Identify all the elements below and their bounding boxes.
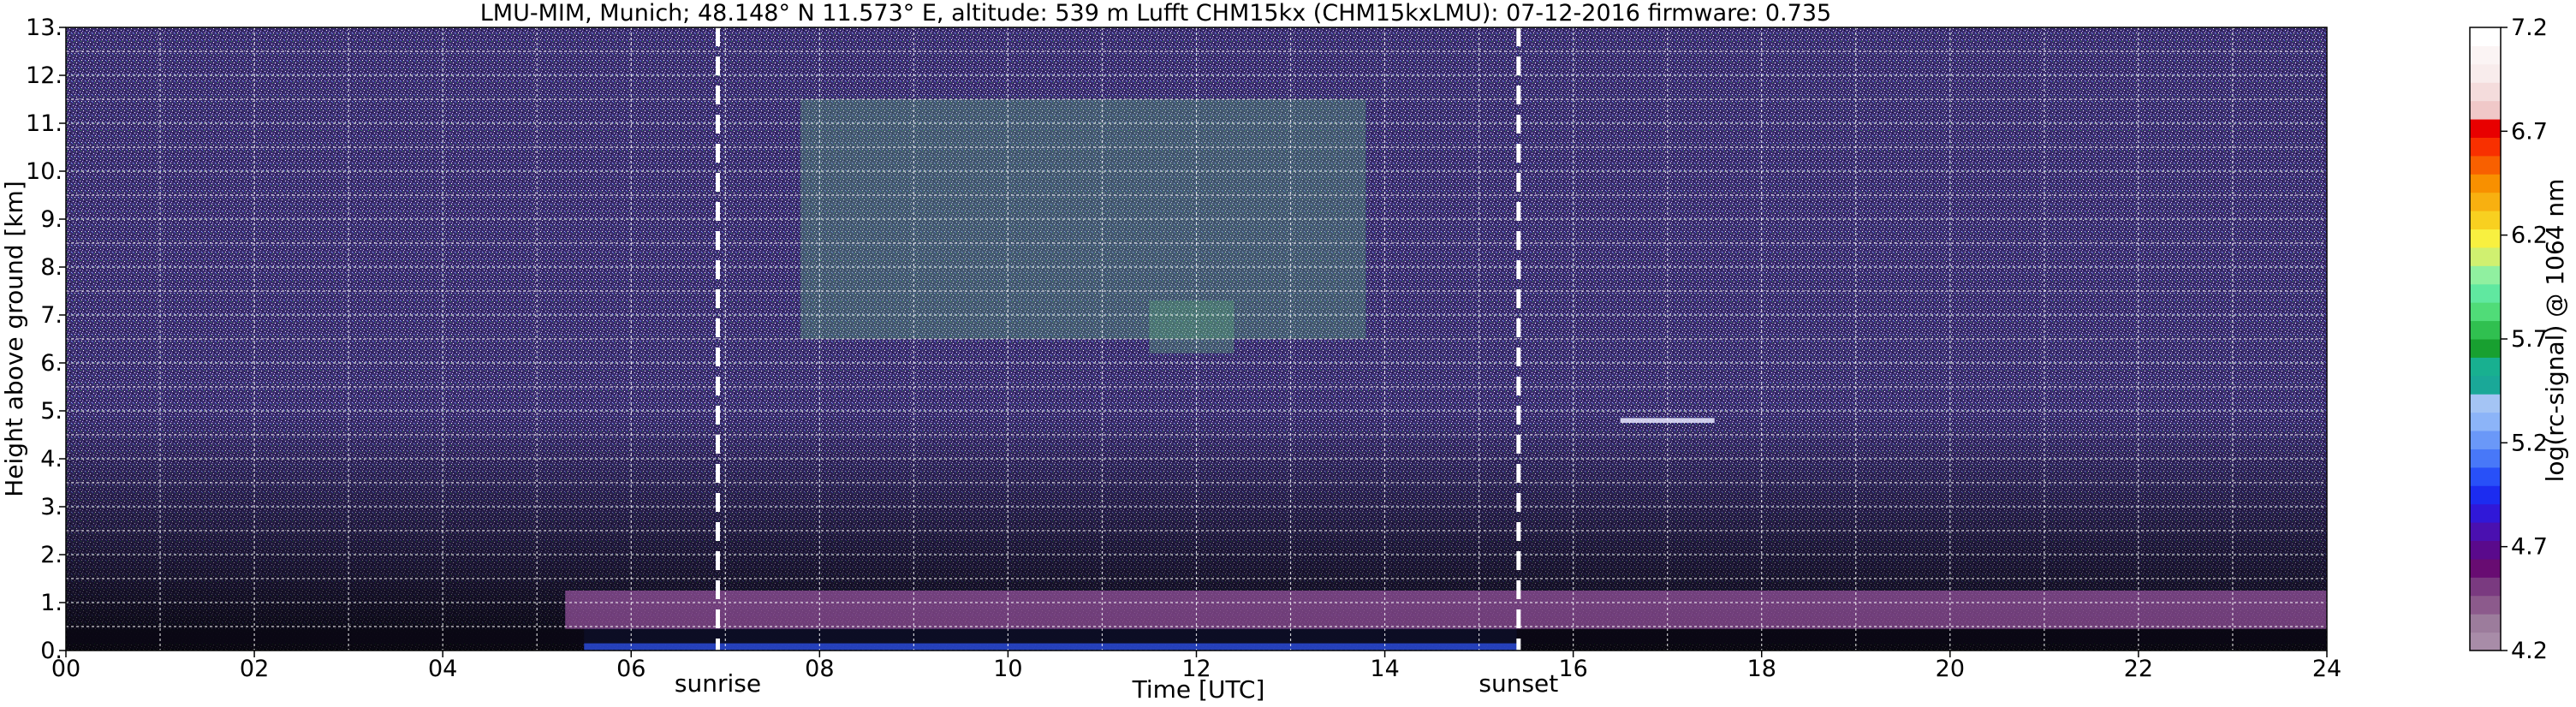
- colorbar-segment: [2470, 632, 2501, 651]
- x-tick-label: 06: [616, 656, 645, 682]
- y-tick-label: 10.: [26, 158, 62, 185]
- x-tick-label: 04: [428, 656, 457, 682]
- colorbar-segment: [2470, 577, 2501, 597]
- colorbar-tick-label: 4.7: [2511, 534, 2548, 561]
- colorbar-segment: [2470, 614, 2501, 633]
- colorbar-segment: [2470, 100, 2501, 120]
- colorbar-segment: [2470, 431, 2501, 449]
- event-label-sunset: sunset: [1478, 669, 1558, 698]
- colorbar-tick-label: 4.2: [2511, 638, 2548, 664]
- colorbar-segment: [2470, 229, 2501, 248]
- x-axis-ticks: 00 02 04 06 08 10 12 14 16 18 20 22 24: [51, 651, 2341, 682]
- ground-dark-band: [66, 628, 2327, 644]
- plot-area: sunrise sunset: [65, 27, 2328, 698]
- chart-title: LMU-MIM, Munich; 48.148° N 11.573° E, al…: [480, 0, 1831, 27]
- colorbar-tick-label: 6.2: [2511, 223, 2548, 249]
- colorbar-segment: [2470, 192, 2501, 211]
- colorbar-segment: [2470, 211, 2501, 230]
- colorbar-segment: [2470, 155, 2501, 175]
- colorbar-segment: [2470, 283, 2501, 303]
- event-lines: sunrise sunset: [675, 27, 1558, 698]
- colorbar-segment: [2470, 27, 2501, 46]
- x-tick-label: 14: [1370, 656, 1399, 682]
- y-axis-label: Height above ground [km]: [0, 181, 28, 497]
- colorbar-segment: [2470, 375, 2501, 395]
- feature-thin-layer: [1620, 418, 1715, 423]
- feature-cirrus: [1149, 300, 1234, 354]
- x-tick-label: 16: [1558, 656, 1587, 682]
- x-tick-label: 18: [1747, 656, 1776, 682]
- colorbar-segment: [2470, 82, 2501, 102]
- colorbar-label: log(rc-signal) @ 1064 nm: [2541, 179, 2569, 483]
- feature-residual-layer: [565, 591, 2328, 629]
- colorbar-segment: [2470, 394, 2501, 413]
- y-tick-label: 3.: [40, 494, 62, 520]
- event-label-sunrise: sunrise: [675, 669, 761, 698]
- colorbar-segment: [2470, 302, 2501, 322]
- y-tick-label: 2.: [40, 542, 62, 568]
- colorbar-segment: [2470, 466, 2501, 486]
- colorbar-tick-label: 6.7: [2511, 118, 2548, 145]
- colorbar-segment: [2470, 119, 2501, 138]
- colorbar-segment: [2470, 174, 2501, 193]
- y-tick-label: 5.: [40, 398, 62, 425]
- y-tick-label: 0.: [40, 638, 62, 664]
- x-axis-label: Time [UTC]: [1132, 675, 1265, 704]
- colorbar-segment: [2470, 320, 2501, 340]
- x-tick-label: 20: [1936, 656, 1965, 682]
- colorbar-segment: [2470, 357, 2501, 377]
- colorbar: 4.2 4.7 5.2 5.7 6.2 6.7 7.2: [2469, 15, 2548, 664]
- colorbar-segment: [2470, 485, 2501, 505]
- x-tick-label: 22: [2124, 656, 2153, 682]
- y-tick-label: 11.: [26, 110, 62, 137]
- colorbar-segment: [2470, 265, 2501, 285]
- x-tick-label: 08: [805, 656, 834, 682]
- colorbar-segment: [2470, 595, 2501, 615]
- grid-lines: [65, 27, 2328, 651]
- y-tick-label: 13.: [26, 15, 62, 41]
- colorbar-segment: [2470, 540, 2501, 560]
- y-tick-label: 7.: [40, 302, 62, 329]
- x-tick-label: 24: [2312, 656, 2341, 682]
- y-tick-label: 1.: [40, 590, 62, 616]
- y-tick-label: 4.: [40, 446, 62, 472]
- x-tick-label: 12: [1181, 656, 1211, 682]
- colorbar-segment: [2470, 412, 2501, 431]
- colorbar-segment: [2470, 247, 2501, 266]
- colorbar-tick-label: 5.7: [2511, 326, 2548, 353]
- colorbar-tick-label: 5.2: [2511, 430, 2548, 456]
- colorbar-segment: [2470, 558, 2501, 578]
- x-tick-label: 10: [993, 656, 1022, 682]
- colorbar-segment: [2470, 503, 2501, 523]
- colorbar-segment: [2470, 63, 2501, 83]
- x-tick-label: 02: [240, 656, 269, 682]
- x-tick-label: 00: [51, 656, 80, 682]
- colorbar-segment: [2470, 339, 2501, 358]
- colorbar-segment: [2470, 137, 2501, 157]
- y-axis-ticks: 0. 1. 2. 3. 4. 5. 6. 7. 8. 9. 10. 11. 12. 13.: [26, 15, 66, 664]
- colorbar-tick-label: 7.2: [2511, 15, 2548, 41]
- colorbar-segment: [2470, 45, 2501, 65]
- y-tick-label: 8.: [40, 254, 62, 281]
- y-tick-label: 6.: [40, 350, 62, 377]
- colorbar-segment: [2470, 522, 2501, 542]
- colorbar-segment: [2470, 449, 2501, 468]
- y-tick-label: 12.: [26, 62, 62, 89]
- y-tick-label: 9.: [40, 206, 62, 233]
